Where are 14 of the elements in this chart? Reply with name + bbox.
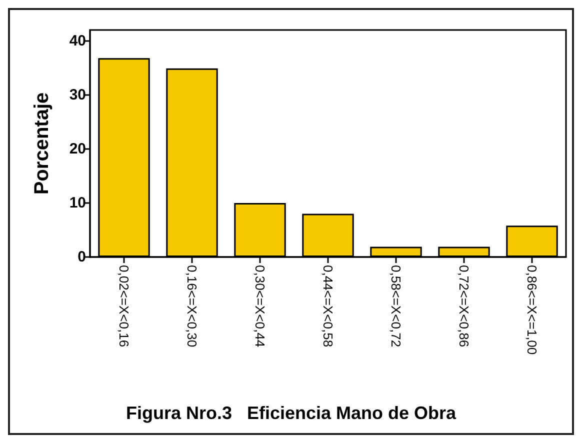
x-tick-label: 0,86<=X<=1,00: [524, 265, 540, 355]
x-tick-label: 0,58<=X<0,72: [388, 265, 404, 348]
x-tick-label: 0,02<=X<0,16: [116, 265, 132, 348]
text: Figura Nro.3 Eficiencia Mano de Obra: [126, 403, 458, 423]
y-tick-label: 20: [69, 140, 86, 158]
y-tick-label: 0: [78, 248, 86, 266]
y-tick-label: 10: [69, 194, 86, 212]
y-axis-title: Porcentaje: [31, 92, 53, 195]
x-tick-label: 0,72<=X<0,86: [456, 265, 472, 348]
y-tick-label: 30: [69, 86, 86, 104]
x-tick-label: 0,44<=X<0,58: [320, 265, 336, 348]
x-tick-label: 0,30<=X<0,44: [252, 265, 268, 348]
y-tick-label: 40: [69, 32, 86, 50]
x-tick-label: 0,16<=X<0,30: [184, 265, 200, 348]
